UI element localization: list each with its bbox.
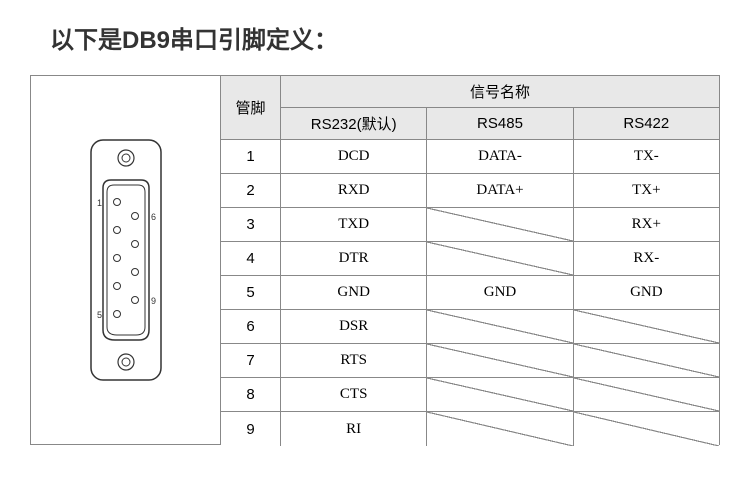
- cell-pin: 6: [221, 310, 281, 343]
- cell-rs422: [574, 344, 719, 377]
- cell-rs485: [427, 378, 573, 411]
- header-rs232: RS232(默认): [281, 108, 427, 139]
- header-pin: 管脚: [221, 76, 281, 140]
- cell-rs422: [574, 378, 719, 411]
- table-row: 2RXDDATA+TX+: [221, 174, 719, 208]
- cell-rs485: [427, 310, 573, 343]
- db9-connector-diagram: 1 5 6 9: [31, 76, 221, 444]
- cell-rs232: CTS: [281, 378, 427, 411]
- cell-rs485: GND: [427, 276, 573, 309]
- cell-pin: 4: [221, 242, 281, 275]
- cell-pin: 1: [221, 140, 281, 173]
- table-row: 4DTR RX-: [221, 242, 719, 276]
- table-body: 1DCDDATA-TX-2RXDDATA+TX+3TXDRX+4DTRRX-5G…: [221, 140, 719, 446]
- cell-rs232: GND: [281, 276, 427, 309]
- cell-rs232: TXD: [281, 208, 427, 241]
- header-rs422: RS422: [574, 108, 719, 139]
- cell-rs232: RXD: [281, 174, 427, 207]
- pin-label-5: 5: [97, 310, 102, 320]
- cell-rs485: DATA+: [427, 174, 573, 207]
- cell-rs232: DSR: [281, 310, 427, 343]
- cell-rs422: [574, 310, 719, 343]
- cell-rs422: GND: [574, 276, 719, 309]
- cell-pin: 9: [221, 412, 281, 446]
- cell-rs485: DATA-: [427, 140, 573, 173]
- cell-rs485: [427, 208, 573, 241]
- cell-rs485: [427, 242, 573, 275]
- table-header: 管脚 信号名称 RS232(默认) RS485 RS422: [221, 76, 719, 140]
- cell-rs422: TX+: [574, 174, 719, 207]
- header-rs485: RS485: [427, 108, 573, 139]
- pin-label-9: 9: [151, 296, 156, 306]
- content-frame: 1 5 6 9 管脚 信号名称 RS232(默认) RS485 RS422 1D…: [30, 75, 720, 445]
- cell-pin: 3: [221, 208, 281, 241]
- pin-label-1: 1: [97, 198, 102, 208]
- cell-pin: 7: [221, 344, 281, 377]
- table-row: 8CTS: [221, 378, 719, 412]
- table-row: 3TXD RX+: [221, 208, 719, 242]
- db9-connector-svg: 1 5 6 9: [71, 130, 181, 390]
- table-row: 5GNDGNDGND: [221, 276, 719, 310]
- page: 以下是DB9串口引脚定义：: [0, 0, 750, 503]
- cell-rs232: RTS: [281, 344, 427, 377]
- header-signal: 信号名称: [281, 76, 719, 108]
- table-row: 6DSR: [221, 310, 719, 344]
- pinout-table: 管脚 信号名称 RS232(默认) RS485 RS422 1DCDDATA-T…: [221, 76, 719, 444]
- cell-rs485: [427, 344, 573, 377]
- pin-label-6: 6: [151, 212, 156, 222]
- cell-rs232: DTR: [281, 242, 427, 275]
- cell-rs485: [427, 412, 573, 446]
- cell-rs232: RI: [281, 412, 427, 446]
- table-row: 9RI: [221, 412, 719, 446]
- cell-pin: 2: [221, 174, 281, 207]
- cell-rs422: RX-: [574, 242, 719, 275]
- table-row: 1DCDDATA-TX-: [221, 140, 719, 174]
- cell-pin: 5: [221, 276, 281, 309]
- cell-rs422: [574, 412, 719, 446]
- cell-pin: 8: [221, 378, 281, 411]
- cell-rs422: TX-: [574, 140, 719, 173]
- table-row: 7RTS: [221, 344, 719, 378]
- page-title: 以下是DB9串口引脚定义：: [50, 20, 720, 55]
- cell-rs422: RX+: [574, 208, 719, 241]
- cell-rs232: DCD: [281, 140, 427, 173]
